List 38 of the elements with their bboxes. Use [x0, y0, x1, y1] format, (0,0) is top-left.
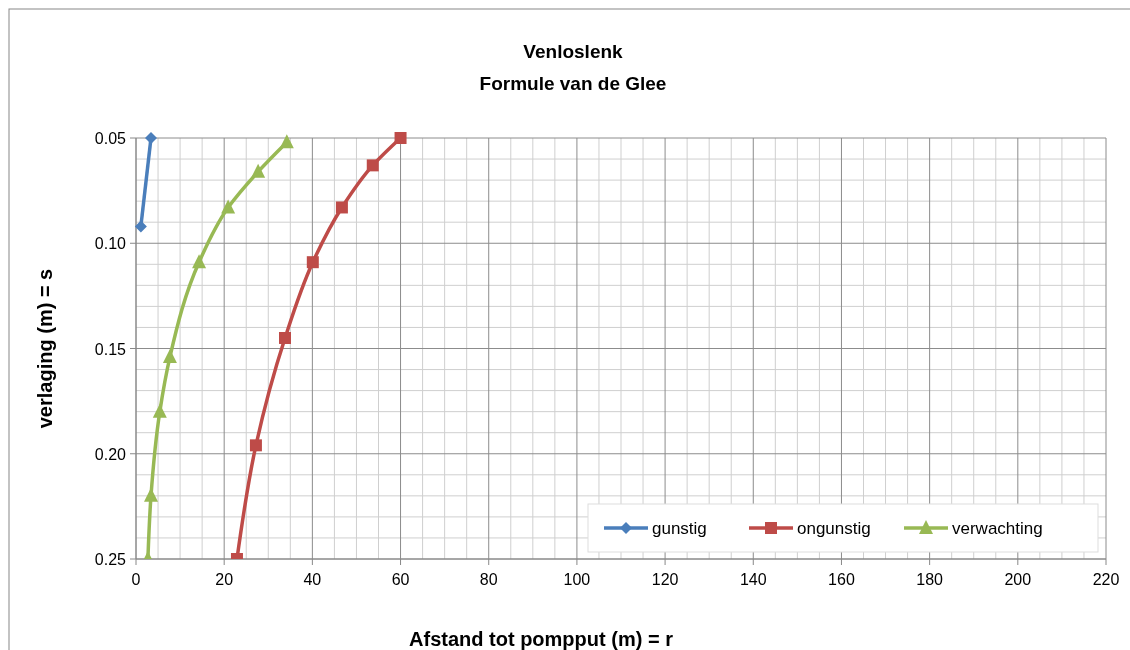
x-tick-label: 180 — [916, 571, 944, 588]
x-tick-label: 80 — [479, 571, 498, 588]
point — [144, 132, 157, 144]
point — [152, 403, 167, 418]
y-tick-label: 0.10 — [94, 235, 127, 253]
point — [134, 220, 147, 233]
point — [192, 254, 207, 269]
y-tick-label: 0.20 — [94, 445, 127, 463]
x-tick-label: 20 — [215, 571, 234, 588]
x-tick-label: 140 — [739, 571, 767, 588]
point — [162, 348, 177, 363]
point — [279, 134, 294, 149]
point — [366, 159, 379, 172]
point — [335, 201, 348, 214]
x-tick-label: 40 — [303, 571, 322, 588]
point — [306, 256, 319, 269]
y-tick-label: 0.25 — [94, 551, 127, 568]
x-tick-label: 120 — [651, 571, 679, 588]
legend-label: verwachting — [952, 519, 1043, 538]
x-tick-label: 200 — [1004, 571, 1032, 588]
y-axis-title: verlaging (m) = s — [34, 268, 56, 429]
x-tick-label: 0 — [131, 571, 141, 588]
legend-label: ongunstig — [797, 519, 871, 538]
y-tick-label: 0.05 — [94, 130, 127, 147]
point — [221, 199, 236, 214]
chart-subtitle: Formule van de Glee — [479, 73, 667, 94]
chart-title: Venloslenk — [523, 41, 624, 62]
point — [249, 439, 262, 452]
x-tick-label: 100 — [563, 571, 591, 588]
point — [251, 163, 266, 178]
x-axis-title: Afstand tot pompput (m) = r — [409, 628, 674, 650]
point — [394, 132, 407, 144]
legend-label: gunstig — [652, 519, 707, 538]
y-tick-label: 0.15 — [94, 340, 127, 358]
x-tick-label: 220 — [1092, 571, 1120, 588]
x-tick-label: 160 — [828, 571, 855, 588]
point — [279, 331, 292, 344]
x-tick-label: 60 — [391, 571, 410, 588]
